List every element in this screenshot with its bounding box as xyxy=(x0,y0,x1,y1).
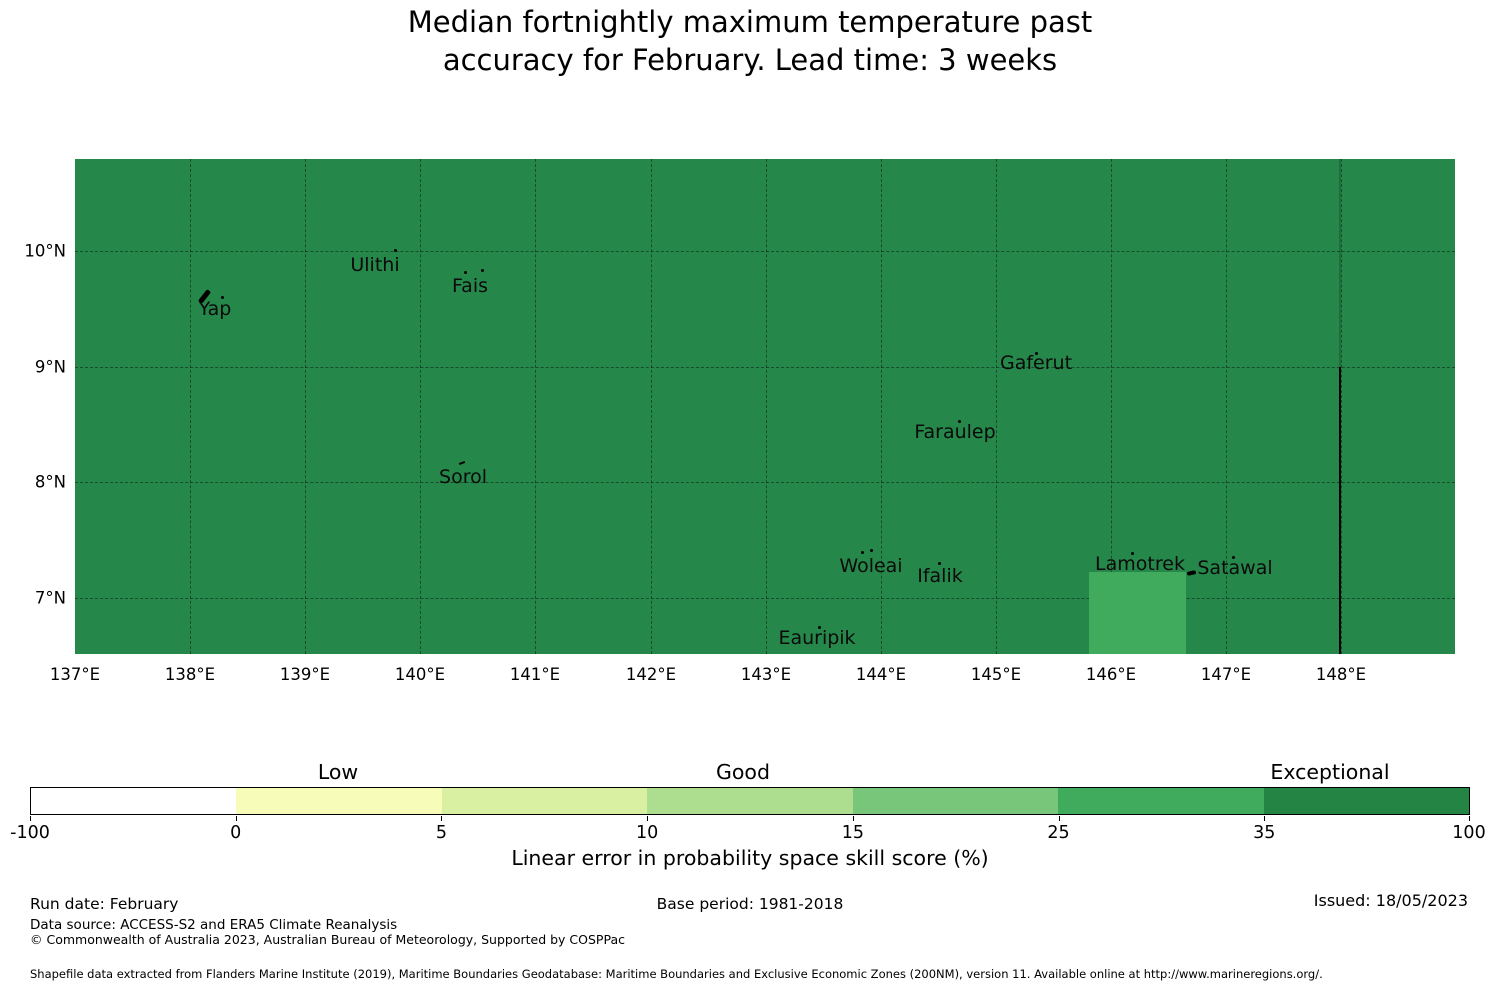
longitude-gridline xyxy=(1341,159,1342,654)
colorbar-tick-label: 35 xyxy=(1253,823,1276,843)
island-label-ifalik: Ifalik xyxy=(917,565,963,587)
island-label-lamotrek: Lamotrek xyxy=(1095,553,1185,575)
x-tick-label: 141°E xyxy=(509,665,561,684)
colorbar-tick-label: 25 xyxy=(1047,823,1070,843)
colorbar-tick xyxy=(1469,816,1470,821)
x-tick-label: 142°E xyxy=(625,665,677,684)
colorbar-segment xyxy=(1263,788,1469,814)
island-dot-fais xyxy=(464,271,467,274)
island-dot-woleai xyxy=(861,551,864,554)
latitude-gridline xyxy=(75,367,1455,368)
x-tick-label: 145°E xyxy=(970,665,1022,684)
longitude-gridline xyxy=(420,159,421,654)
longitude-gridline xyxy=(1111,159,1112,654)
x-tick-label: 139°E xyxy=(279,665,331,684)
island-label-eauripik: Eauripik xyxy=(778,627,856,649)
colorbar xyxy=(30,787,1470,815)
colorbar-segment xyxy=(236,788,442,814)
longitude-gridline xyxy=(651,159,652,654)
longitude-gridline xyxy=(190,159,191,654)
x-tick-label: 140°E xyxy=(394,665,446,684)
colorbar-tick-label: -100 xyxy=(10,823,50,843)
x-tick-label: 146°E xyxy=(1085,665,1137,684)
colorbar-tick xyxy=(30,816,31,821)
colorbar-tick-label: 5 xyxy=(435,823,447,843)
x-tick-label: 143°E xyxy=(740,665,792,684)
longitude-gridline xyxy=(766,159,767,654)
colorbar-tick xyxy=(647,816,649,821)
island-dot-eauripik xyxy=(818,626,821,629)
colorbar-tick xyxy=(852,816,854,821)
latitude-gridline xyxy=(75,251,1455,252)
map-area: Yap Ulithi Fais Sorol Gaferut Faraulep Woleai I… xyxy=(75,159,1455,654)
island-glyph-lamotrek xyxy=(1186,570,1197,576)
colorbar-tier-label: Good xyxy=(716,760,770,784)
colorbar-tier-label: Low xyxy=(317,760,359,784)
island-label-woleai: Woleai xyxy=(839,555,903,577)
colorbar-segment xyxy=(441,788,648,814)
longitude-gridline xyxy=(535,159,536,654)
island-dot-ifalik xyxy=(938,562,941,565)
latitude-gridline xyxy=(75,482,1455,483)
island-dot-faraulep xyxy=(958,420,961,423)
island-dot-woleai xyxy=(870,549,873,552)
island-label-satawal: Satawal xyxy=(1197,557,1273,579)
colorbar-segment xyxy=(31,788,237,814)
island-dot-lamotrek xyxy=(1131,552,1134,555)
colorbar-segment xyxy=(647,788,853,814)
x-tick-label: 144°E xyxy=(855,665,907,684)
longitude-gridline xyxy=(305,159,306,654)
longitude-gridline xyxy=(996,159,997,654)
colorbar-axis-label: Linear error in probability space skill … xyxy=(511,846,989,870)
island-dot-satawal xyxy=(1232,556,1235,559)
island-dot-gaferut xyxy=(1035,352,1038,355)
skill-score-patch xyxy=(1089,572,1186,654)
island-label-faraulep: Faraulep xyxy=(914,421,996,443)
colorbar-tick xyxy=(235,816,237,821)
island-dot-yap xyxy=(221,296,224,299)
copyright-text: © Commonwealth of Australia 2023, Austra… xyxy=(30,932,625,947)
eez-boundary-line xyxy=(1339,367,1341,654)
y-tick-label: 9°N xyxy=(34,357,66,377)
island-glyph-sorol xyxy=(458,461,466,465)
island-dot-ulithi xyxy=(394,249,397,252)
colorbar-tick-label: 100 xyxy=(1452,823,1486,843)
longitude-gridline xyxy=(881,159,882,654)
colorbar-tick-label: 0 xyxy=(230,823,242,843)
issued-date-text: Issued: 18/05/2023 xyxy=(1313,891,1468,910)
colorbar-tick-label: 10 xyxy=(636,823,659,843)
island-label-ulithi: Ulithi xyxy=(350,254,400,276)
colorbar-tick xyxy=(1264,816,1266,821)
y-tick-label: 10°N xyxy=(24,241,66,261)
island-label-fais: Fais xyxy=(451,275,489,297)
x-tick-label: 147°E xyxy=(1200,665,1252,684)
island-label-gaferut: Gaferut xyxy=(999,352,1073,374)
colorbar-segment xyxy=(852,788,1059,814)
y-tick-label: 7°N xyxy=(34,588,66,608)
x-tick-label: 138°E xyxy=(164,665,216,684)
colorbar-tick-label: 15 xyxy=(841,823,864,843)
eez-boundary-line-upper xyxy=(1339,159,1341,367)
island-label-sorol: Sorol xyxy=(439,466,487,488)
run-date-text: Run date: February xyxy=(30,895,179,913)
x-tick-label: 148°E xyxy=(1315,665,1367,684)
colorbar-tier-label: Exceptional xyxy=(1270,760,1390,784)
shapefile-note: Shapefile data extracted from Flanders M… xyxy=(30,967,1323,981)
base-period-text: Base period: 1981-2018 xyxy=(656,895,844,913)
island-label-yap: Yap xyxy=(198,298,232,320)
island-dot-fais xyxy=(481,269,484,272)
longitude-gridline xyxy=(1226,159,1227,654)
latitude-gridline xyxy=(75,598,1455,599)
y-tick-label: 8°N xyxy=(34,472,66,492)
colorbar-tick xyxy=(1058,816,1060,821)
colorbar-segment xyxy=(1058,788,1264,814)
x-tick-label: 137°E xyxy=(49,665,101,684)
figure-title: Median fortnightly maximum temperature p… xyxy=(407,5,1093,78)
data-source-text: Data source: ACCESS-S2 and ERA5 Climate … xyxy=(30,917,398,933)
colorbar-tick xyxy=(441,816,443,821)
